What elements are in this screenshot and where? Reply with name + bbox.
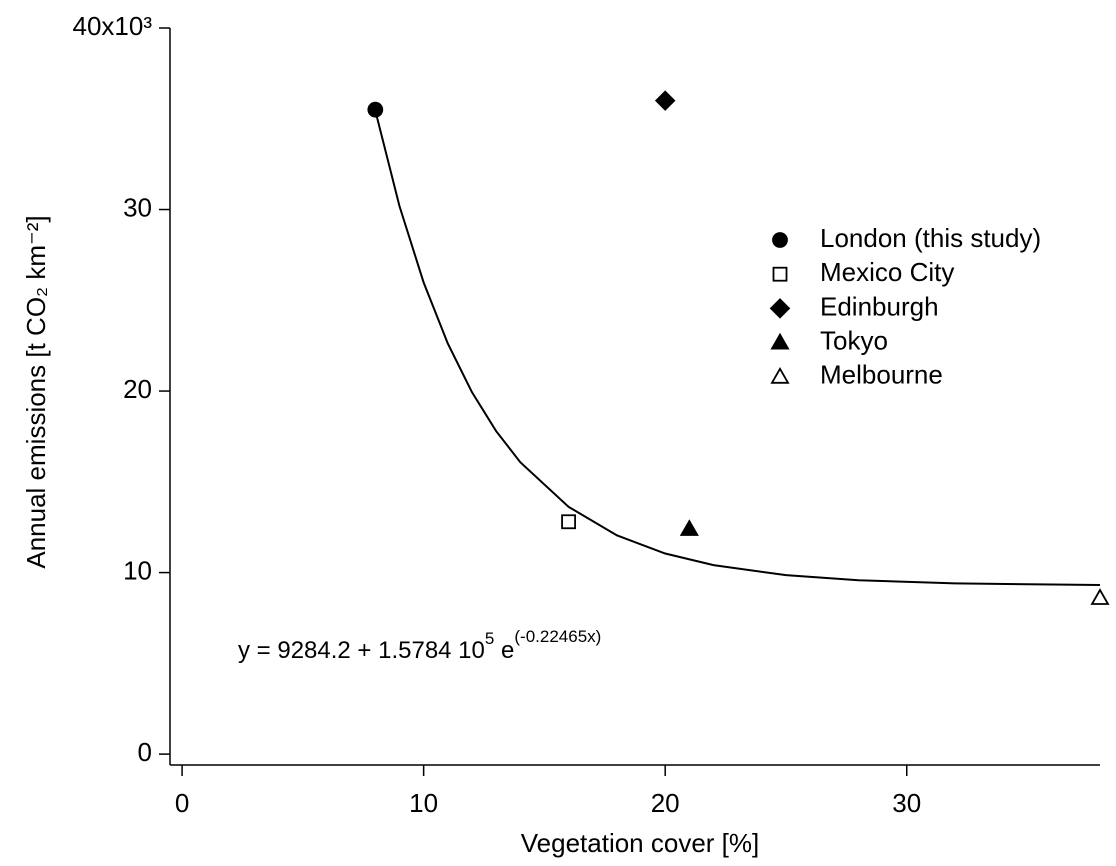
legend-marker: [772, 266, 788, 282]
legend-marker: [770, 332, 790, 350]
equation-part: e: [494, 637, 514, 664]
y-tick-label: 20: [123, 374, 152, 404]
y-tick-label: 30: [123, 192, 152, 222]
y-axis-title: Annual emissions [t CO₂ km⁻²]: [21, 215, 51, 568]
marker: [679, 519, 699, 536]
legend-label: Edinburgh: [820, 291, 939, 321]
legend-label: London (this study): [820, 223, 1041, 253]
equation-part: y = 9284.2 + 1.5784 10: [238, 637, 485, 664]
marker: [1090, 588, 1110, 605]
y-tick-label: 0: [138, 737, 152, 767]
marker: [561, 514, 576, 530]
equation-part: 5: [485, 629, 494, 648]
marker: [367, 101, 384, 118]
legend-marker: [772, 232, 788, 248]
x-tick-label: 0: [175, 788, 189, 818]
y-tick-label: 10: [123, 555, 152, 585]
x-tick-label: 20: [651, 788, 680, 818]
x-tick-label: 10: [409, 788, 438, 818]
x-tick-label: 30: [892, 788, 921, 818]
equation-part: (-0.22465x): [514, 627, 601, 646]
legend-label: Mexico City: [820, 257, 954, 287]
legend-label: Melbourne: [820, 360, 943, 390]
y-tick-label: 40x10³: [73, 11, 153, 41]
legend-marker: [770, 366, 790, 384]
marker: [654, 90, 676, 111]
fit-curve: [374, 110, 1101, 587]
x-axis-title: Vegetation cover [%]: [521, 828, 759, 858]
legend-label: Tokyo: [820, 325, 888, 355]
legend-marker: [769, 298, 791, 319]
fit-equation: y = 9284.2 + 1.5784 105 e(-0.22465x): [238, 627, 601, 664]
